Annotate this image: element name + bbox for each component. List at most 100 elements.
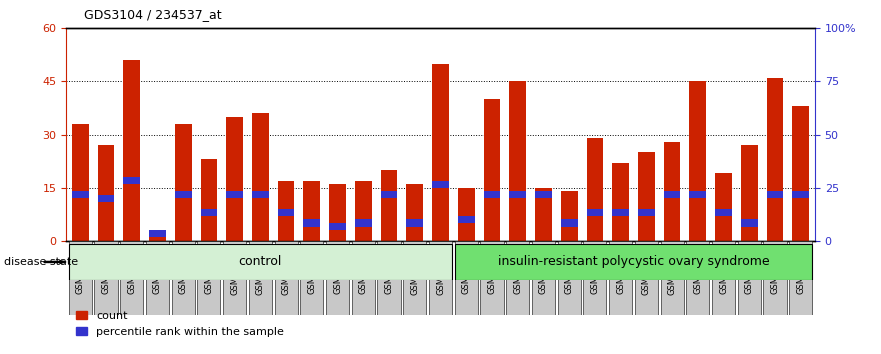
Bar [455, 244, 812, 280]
Bar [197, 241, 220, 315]
Bar [223, 241, 246, 315]
Bar [663, 191, 680, 198]
Text: GSM156763: GSM156763 [668, 244, 677, 295]
Bar [480, 241, 504, 315]
Bar [766, 78, 783, 241]
Bar [275, 241, 298, 315]
Bar [252, 191, 269, 198]
Bar [612, 163, 629, 241]
Bar [587, 209, 603, 216]
Text: disease state: disease state [4, 257, 78, 267]
Bar [535, 191, 552, 198]
Bar [72, 124, 89, 241]
Text: GSM156511: GSM156511 [487, 244, 497, 294]
Legend: count, percentile rank within the sample: count, percentile rank within the sample [71, 307, 288, 341]
Text: GSM155644: GSM155644 [127, 244, 137, 294]
Text: GSM155631: GSM155631 [76, 244, 85, 295]
Bar [635, 241, 658, 315]
Text: GSM156187: GSM156187 [436, 244, 445, 295]
Bar [458, 188, 475, 241]
Text: GSM155729: GSM155729 [153, 244, 162, 294]
Bar [355, 181, 372, 241]
Bar [303, 181, 320, 241]
Bar [149, 234, 166, 241]
Bar [587, 138, 603, 241]
Bar [561, 219, 578, 227]
Bar [329, 184, 346, 241]
Text: GSM156181: GSM156181 [359, 244, 367, 295]
Bar [326, 241, 349, 315]
Bar [609, 241, 633, 315]
Bar [792, 106, 809, 241]
Bar [201, 159, 218, 241]
Bar [381, 170, 397, 241]
Bar [69, 241, 92, 315]
Bar [612, 209, 629, 216]
Text: GSM156184: GSM156184 [384, 244, 394, 295]
Bar [792, 191, 809, 198]
Bar [123, 60, 140, 241]
Bar [558, 241, 581, 315]
Text: GSM156186: GSM156186 [411, 244, 419, 295]
Bar [484, 191, 500, 198]
Text: insulin-resistant polycystic ovary syndrome: insulin-resistant polycystic ovary syndr… [498, 256, 769, 268]
Bar [433, 181, 448, 188]
Bar [303, 219, 320, 227]
Bar [252, 113, 269, 241]
Bar [98, 195, 115, 202]
Text: GSM156749: GSM156749 [539, 244, 548, 295]
Text: GSM156752: GSM156752 [616, 244, 626, 295]
Text: GSM156180: GSM156180 [333, 244, 342, 295]
Bar [406, 184, 423, 241]
Bar [381, 191, 397, 198]
Bar [638, 209, 655, 216]
Bar [248, 241, 272, 315]
Bar [766, 191, 783, 198]
Bar [455, 241, 478, 315]
Bar [429, 241, 452, 315]
Text: GSM156946: GSM156946 [693, 244, 702, 295]
Text: GSM156179: GSM156179 [307, 244, 316, 295]
Bar [506, 241, 529, 315]
Bar [741, 219, 758, 227]
Text: GSM156950: GSM156950 [771, 244, 780, 294]
Bar [94, 241, 117, 315]
Bar [484, 99, 500, 241]
Bar [201, 209, 218, 216]
Bar [690, 81, 707, 241]
Bar [352, 241, 375, 315]
Bar [174, 191, 191, 198]
Bar [737, 241, 761, 315]
Text: GSM156176: GSM156176 [230, 244, 239, 295]
Bar [458, 216, 475, 223]
Bar [403, 241, 426, 315]
Bar [355, 219, 372, 227]
Text: GSM156171: GSM156171 [204, 244, 213, 295]
Bar [174, 124, 191, 241]
Text: GSM156170: GSM156170 [179, 244, 188, 295]
Bar [226, 191, 243, 198]
Bar [583, 241, 606, 315]
Bar [120, 241, 144, 315]
Bar [663, 142, 680, 241]
Bar [764, 241, 787, 315]
Text: GSM156951: GSM156951 [796, 244, 805, 294]
Text: GSM156948: GSM156948 [719, 244, 728, 295]
Bar [638, 152, 655, 241]
Text: GDS3104 / 234537_at: GDS3104 / 234537_at [84, 8, 221, 21]
Text: GSM156949: GSM156949 [744, 244, 754, 294]
Bar [712, 241, 735, 315]
Bar [661, 241, 684, 315]
Bar [535, 188, 552, 241]
Bar [278, 181, 294, 241]
Bar [509, 81, 526, 241]
Bar [300, 241, 323, 315]
Bar [278, 209, 294, 216]
Bar [226, 117, 243, 241]
Text: GSM156177: GSM156177 [255, 244, 265, 295]
Bar [149, 230, 166, 237]
Bar [377, 241, 401, 315]
Text: GSM156510: GSM156510 [462, 244, 470, 294]
Text: GSM156178: GSM156178 [282, 244, 291, 295]
Bar [741, 145, 758, 241]
